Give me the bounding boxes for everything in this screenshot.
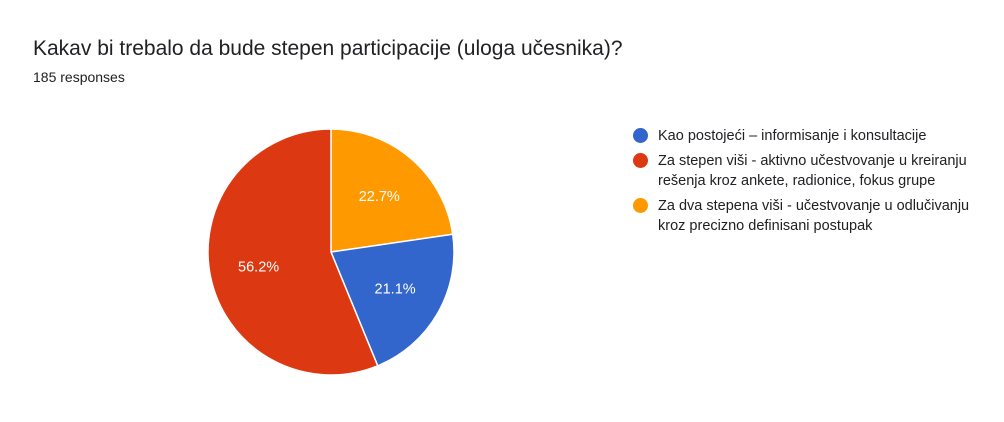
pie-slice-value-label: 21.1% (375, 282, 416, 298)
chart-legend: Kao postojeći – informisanje i konsultac… (633, 126, 973, 241)
response-count: 185 responses (33, 69, 125, 85)
legend-label: Za stepen viši - aktivno učestvovanje u … (658, 153, 967, 189)
legend-item-aktivno-ucestvovanje: Za stepen viši - aktivno učestvovanje u … (633, 151, 973, 191)
legend-item-informisanje: Kao postojeći – informisanje i konsultac… (633, 126, 973, 146)
pie-slice-value-label: 56.2% (238, 259, 279, 275)
legend-item-odlucivanje: Za dva stepena viši - učestvovanje u odl… (633, 196, 973, 236)
legend-swatch-blue (633, 128, 648, 143)
chart-title: Kakav bi trebalo da bude stepen particip… (33, 37, 623, 60)
pie-slice-value-label: 22.7% (359, 189, 400, 205)
legend-label: Kao postojeći – informisanje i konsultac… (658, 128, 927, 144)
legend-swatch-red (633, 153, 648, 168)
legend-swatch-orange (633, 198, 648, 213)
pie-slice-informisanje (329, 233, 455, 367)
pie-slice-odlucivanje (330, 128, 454, 253)
legend-label: Za dva stepena viši - učestvovanje u odl… (658, 198, 970, 234)
pie-slice-aktivno-ucestvovanje (207, 128, 379, 376)
